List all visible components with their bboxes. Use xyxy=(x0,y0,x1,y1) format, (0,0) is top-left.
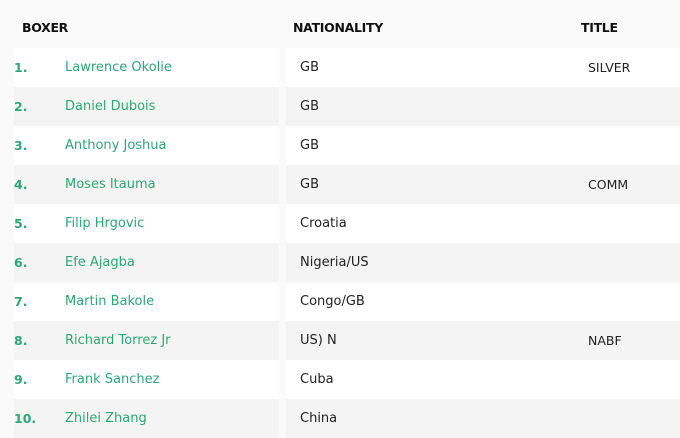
nationality: Croatia xyxy=(300,216,347,231)
boxer-cell: 3. Anthony Joshua xyxy=(14,126,279,165)
title: COMM xyxy=(588,177,629,192)
table-row: 2. Daniel Dubois GB xyxy=(0,87,680,126)
nationality: US) N xyxy=(300,333,337,348)
table-row: 7. Martin Bakole Congo/GB xyxy=(0,282,680,321)
table-row: 5. Filip Hrgovic Croatia xyxy=(0,204,680,243)
nationality-cell: Cuba xyxy=(286,360,680,399)
rank: 5. xyxy=(14,216,28,231)
nationality-cell: GB SILVER xyxy=(286,48,680,87)
boxer-cell: 5. Filip Hrgovic xyxy=(14,204,279,243)
boxer-name-link[interactable]: Moses Itauma xyxy=(65,177,156,192)
nationality: GB xyxy=(300,99,319,114)
rank: 8. xyxy=(14,333,28,348)
rank: 6. xyxy=(14,255,28,270)
rank: 4. xyxy=(14,177,28,192)
nationality: GB xyxy=(300,60,319,75)
boxer-name-link[interactable]: Martin Bakole xyxy=(65,294,155,309)
nationality-cell: GB xyxy=(286,126,680,165)
header-nationality: NATIONALITY xyxy=(293,20,383,35)
boxer-cell: 8. Richard Torrez Jr xyxy=(14,321,279,360)
rank: 1. xyxy=(14,60,28,75)
boxer-name-link[interactable]: Frank Sanchez xyxy=(65,372,160,387)
nationality: Cuba xyxy=(300,372,334,387)
nationality-cell: GB COMM xyxy=(286,165,680,204)
table-row: 3. Anthony Joshua GB xyxy=(0,126,680,165)
boxer-name-link[interactable]: Efe Ajagba xyxy=(65,255,135,270)
rank: 2. xyxy=(14,99,28,114)
nationality-cell: GB xyxy=(286,87,680,126)
table-row: 6. Efe Ajagba Nigeria/US xyxy=(0,243,680,282)
title: NABF xyxy=(588,333,622,348)
nationality-cell: US) N NABF xyxy=(286,321,680,360)
boxer-cell: 6. Efe Ajagba xyxy=(14,243,279,282)
boxer-cell: 2. Daniel Dubois xyxy=(14,87,279,126)
boxer-name-link[interactable]: Daniel Dubois xyxy=(65,99,156,114)
table-row: 8. Richard Torrez Jr US) N NABF xyxy=(0,321,680,360)
boxer-cell: 4. Moses Itauma xyxy=(14,165,279,204)
boxer-name-link[interactable]: Anthony Joshua xyxy=(65,138,167,153)
boxer-name-link[interactable]: Filip Hrgovic xyxy=(65,216,145,231)
rank: 3. xyxy=(14,138,28,153)
nationality-cell: Congo/GB xyxy=(286,282,680,321)
boxer-cell: 7. Martin Bakole xyxy=(14,282,279,321)
table-row: 1. Lawrence Okolie GB SILVER xyxy=(0,48,680,87)
nationality: China xyxy=(300,411,338,426)
nationality: GB xyxy=(300,177,319,192)
rank: 7. xyxy=(14,294,28,309)
table-row: 10. Zhilei Zhang China xyxy=(0,399,680,438)
rank: 10. xyxy=(14,411,37,426)
rank: 9. xyxy=(14,372,28,387)
nationality-cell: Nigeria/US xyxy=(286,243,680,282)
boxer-name-link[interactable]: Zhilei Zhang xyxy=(65,411,147,426)
boxer-name-link[interactable]: Richard Torrez Jr xyxy=(65,333,171,348)
boxer-cell: 1. Lawrence Okolie xyxy=(14,48,279,87)
table-row: 4. Moses Itauma GB COMM xyxy=(0,165,680,204)
boxer-name-link[interactable]: Lawrence Okolie xyxy=(65,60,172,75)
boxer-cell: 10. Zhilei Zhang xyxy=(14,399,279,438)
boxer-cell: 9. Frank Sanchez xyxy=(14,360,279,399)
nationality-cell: Croatia xyxy=(286,204,680,243)
nationality-cell: China xyxy=(286,399,680,438)
nationality: GB xyxy=(300,138,319,153)
header-title: TITLE xyxy=(581,20,618,35)
title: SILVER xyxy=(588,60,631,75)
header-boxer: BOXER xyxy=(22,20,69,35)
table-row: 9. Frank Sanchez Cuba xyxy=(0,360,680,399)
nationality: Nigeria/US xyxy=(300,255,369,270)
nationality: Congo/GB xyxy=(300,294,365,309)
